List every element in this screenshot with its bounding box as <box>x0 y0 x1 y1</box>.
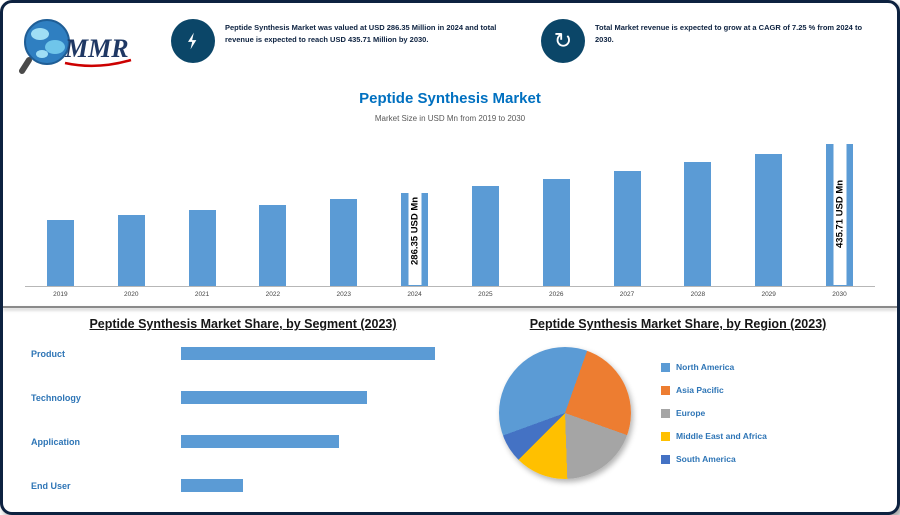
logo-underline <box>64 58 132 68</box>
mmr-logo-graphic: MMR <box>19 19 132 74</box>
bar <box>684 162 712 286</box>
bar-column: 2028 <box>662 136 733 298</box>
header-valuation-text: Peptide Synthesis Market was valued at U… <box>225 23 497 44</box>
region-pie-chart <box>499 347 631 479</box>
segment-bar <box>181 347 435 360</box>
magnifier-handle <box>19 57 32 74</box>
segment-share-title: Peptide Synthesis Market Share, by Segme… <box>89 317 397 331</box>
bar-column: 2022 <box>237 136 308 298</box>
segment-bar-track <box>181 435 463 448</box>
legend-item: South America <box>661 454 767 464</box>
legend-swatch <box>661 431 670 441</box>
bar <box>188 210 216 286</box>
bar-column: 2027 <box>592 136 663 298</box>
x-axis-label: 2020 <box>124 291 139 298</box>
bar-column: 2029 <box>733 136 804 298</box>
bar-annotation: 435.71 USD Mn <box>833 143 847 285</box>
region-legend: North America Asia Pacific Europe Middle Ea… <box>661 362 767 464</box>
bar-column: 2025 <box>450 136 521 298</box>
x-axis-label: 2023 <box>336 291 351 298</box>
x-axis-label: 2024 <box>407 291 422 298</box>
legend-label: North America <box>676 362 735 372</box>
x-axis-label: 2021 <box>194 291 210 298</box>
bar <box>46 220 74 286</box>
legend-label: Europe <box>676 408 706 418</box>
segment-bar <box>181 391 368 404</box>
bar-column: 2019 <box>25 136 96 298</box>
segment-label: Technology <box>31 392 81 403</box>
bar-annotation: 286.35 USD Mn <box>408 177 422 285</box>
bar-column: 2020 <box>96 136 167 298</box>
x-axis-label: 2029 <box>761 291 776 298</box>
legend-item: Middle East and Africa <box>661 431 767 441</box>
legend-swatch <box>661 408 670 418</box>
bar-column: 286.35 USD Mn 2024 <box>379 136 450 298</box>
region-share-panel: Peptide Synthesis Market Share, by Regio… <box>471 317 885 479</box>
x-axis-label: 2025 <box>478 291 493 298</box>
header-callout-valuation: Peptide Synthesis Market was valued at U… <box>171 19 511 63</box>
header-cagr-text: Total Market revenue is expected to grow… <box>595 23 863 44</box>
legend-label: Middle East and Africa <box>676 431 767 441</box>
lightning-icon <box>171 19 215 63</box>
segment-label: End User <box>31 480 71 491</box>
bar-column: 2021 <box>167 136 238 298</box>
legend-label: Asia Pacific <box>676 385 724 395</box>
page-title: Peptide Synthesis Market <box>359 90 541 107</box>
bar <box>755 154 783 286</box>
legend-swatch <box>661 454 670 464</box>
segment-bar <box>181 435 339 448</box>
segment-bar <box>181 479 244 492</box>
segment-row: Product <box>31 347 463 360</box>
region-share-title: Peptide Synthesis Market Share, by Regio… <box>529 317 827 331</box>
legend-item: Europe <box>661 408 767 418</box>
page-subtitle: Market Size in USD Mn from 2019 to 2030 <box>374 114 526 123</box>
legend-swatch <box>661 385 670 395</box>
market-size-bar-chart: 2019 2020 2021 2022 2023 286.35 USD Mn 2024 202… <box>25 136 875 298</box>
x-axis-label: 2022 <box>265 291 281 298</box>
x-axis-label: 2030 <box>832 291 847 298</box>
segment-row: End User <box>31 479 463 492</box>
segment-row: Technology <box>31 391 463 404</box>
bar <box>330 199 358 286</box>
x-axis-label: 2028 <box>690 291 706 298</box>
bar <box>117 215 145 286</box>
segment-bar-track <box>181 479 463 492</box>
segment-label: Application <box>31 436 80 447</box>
segment-row: Application <box>31 435 463 448</box>
bar-column: 2023 <box>308 136 379 298</box>
x-axis-label: 2027 <box>619 291 635 298</box>
legend-item: Asia Pacific <box>661 385 767 395</box>
bar-column: 2026 <box>521 136 592 298</box>
bar <box>471 186 499 286</box>
segment-bar-track <box>181 391 463 404</box>
region-pie-wrap: North America Asia Pacific Europe Middle Ea… <box>471 347 885 479</box>
legend-label: South America <box>676 454 736 464</box>
header-callout-cagr: ↻ Total Market revenue is expected to gr… <box>541 19 881 63</box>
legend-swatch <box>661 362 670 372</box>
segment-share-panel: Peptide Synthesis Market Share, by Segme… <box>23 317 463 512</box>
legend-item: North America <box>661 362 767 372</box>
segment-label: Product <box>31 348 66 359</box>
bar <box>259 205 287 286</box>
section-divider <box>3 306 897 308</box>
x-axis-label: 2026 <box>548 291 564 298</box>
logo-text: MMR <box>64 34 129 63</box>
segment-bar-track <box>181 347 463 360</box>
x-axis-label: 2019 <box>53 291 68 298</box>
mmr-logo: MMR <box>19 13 149 77</box>
bar-column: 435.71 USD Mn 2030 <box>804 136 875 298</box>
bar <box>613 171 641 286</box>
growth-cycle-icon: ↻ <box>541 19 585 63</box>
bar <box>542 179 570 286</box>
segment-bars: Product Technology Application End User <box>23 347 463 492</box>
